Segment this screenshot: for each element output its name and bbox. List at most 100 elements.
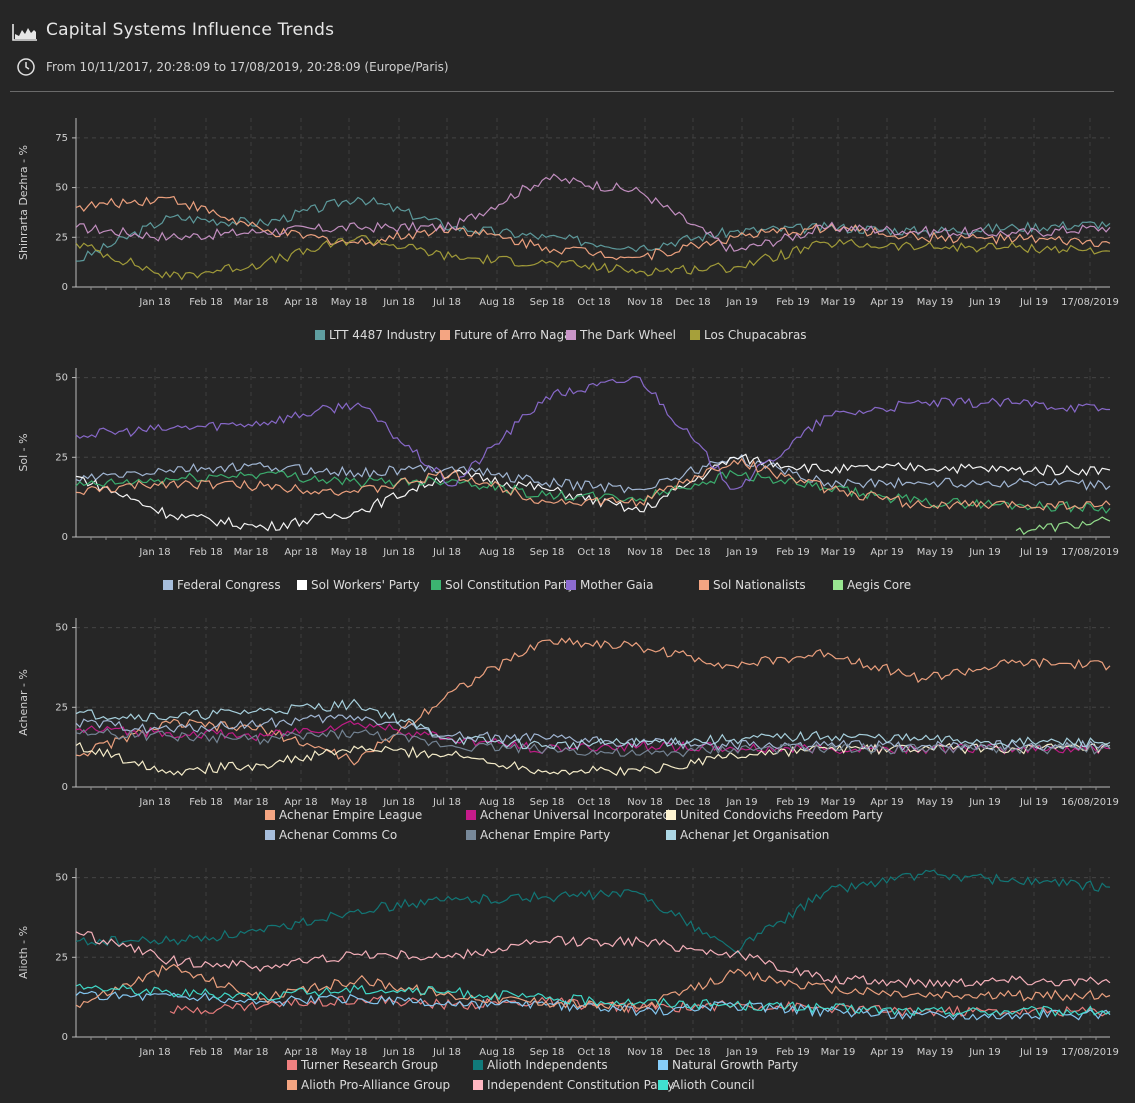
x-tick-label-18: Jul 19 bbox=[1019, 547, 1048, 558]
legend-swatch bbox=[431, 580, 441, 590]
legend-item-4[interactable]: Sol Nationalists bbox=[699, 575, 806, 595]
legend-item-0[interactable]: Turner Research Group bbox=[287, 1055, 438, 1075]
y-tick-label-0: 0 bbox=[62, 1032, 68, 1043]
x-tick-label-1: Feb 18 bbox=[189, 797, 223, 808]
y-tick-label-1: 25 bbox=[55, 702, 68, 713]
legend-item-1[interactable]: Achenar Universal Incorporated bbox=[466, 805, 670, 825]
x-tick-label-5: Jun 18 bbox=[382, 797, 415, 808]
x-tick-label-0: Jan 18 bbox=[138, 797, 170, 808]
clock-icon bbox=[17, 58, 35, 76]
x-tick-label-5: Jun 18 bbox=[382, 547, 415, 558]
legend-item-0[interactable]: LTT 4487 Industry bbox=[315, 325, 436, 345]
legend-swatch bbox=[287, 1080, 297, 1090]
legend-swatch bbox=[699, 580, 709, 590]
legend-sol: Federal Congress Sol Workers' Party Sol Co… bbox=[0, 575, 1135, 597]
x-tick-label-8: Sep 18 bbox=[530, 797, 565, 808]
x-tick-label-15: Apr 19 bbox=[870, 1047, 903, 1058]
x-tick-label-19: 16/08/2019 bbox=[1061, 797, 1119, 808]
x-tick-label-14: Mar 19 bbox=[821, 297, 856, 308]
legend-swatch bbox=[163, 580, 173, 590]
x-tick-label-16: May 19 bbox=[917, 547, 954, 558]
legend-item-5[interactable]: Achenar Jet Organisation bbox=[666, 825, 829, 845]
legend-label: Federal Congress bbox=[177, 578, 281, 592]
x-tick-label-11: Dec 18 bbox=[675, 297, 710, 308]
x-tick-label-2: Mar 18 bbox=[234, 797, 269, 808]
y-tick-label-3: 75 bbox=[55, 133, 68, 144]
legend-label: The Dark Wheel bbox=[580, 328, 676, 342]
legend-item-3[interactable]: Mother Gaia bbox=[566, 575, 653, 595]
x-tick-label-9: Oct 18 bbox=[577, 547, 610, 558]
legend-swatch bbox=[666, 830, 676, 840]
legend-item-1[interactable]: Future of Arro Naga bbox=[440, 325, 571, 345]
x-tick-label-7: Aug 18 bbox=[479, 297, 514, 308]
legend-item-1[interactable]: Sol Workers' Party bbox=[297, 575, 420, 595]
legend-swatch bbox=[473, 1060, 483, 1070]
legend-swatch bbox=[473, 1080, 483, 1090]
legend-item-4[interactable]: Independent Constitution Party bbox=[473, 1075, 674, 1095]
y-tick-label-2: 50 bbox=[55, 873, 68, 884]
legend-label: Sol Constitution Party bbox=[445, 578, 575, 592]
x-tick-label-14: Mar 19 bbox=[821, 1047, 856, 1058]
legend-label: Natural Growth Party bbox=[672, 1058, 799, 1072]
x-tick-label-15: Apr 19 bbox=[870, 547, 903, 558]
x-tick-label-7: Aug 18 bbox=[479, 1047, 514, 1058]
x-tick-label-14: Mar 19 bbox=[821, 547, 856, 558]
x-tick-label-3: Apr 18 bbox=[284, 797, 317, 808]
x-tick-label-16: May 19 bbox=[917, 1047, 954, 1058]
header-divider bbox=[10, 91, 1114, 92]
x-tick-label-8: Sep 18 bbox=[530, 297, 565, 308]
chart-alioth: 0 25 50 Jan 18 Feb 18 Mar 18 Apr 18 May 18 Jun 1… bbox=[17, 868, 1119, 1058]
x-tick-label-4: May 18 bbox=[331, 297, 368, 308]
legend-item-0[interactable]: Federal Congress bbox=[163, 575, 281, 595]
x-tick-label-18: Jul 19 bbox=[1019, 797, 1048, 808]
chart-achenar: 0 25 50 Jan 18 Feb 18 Mar 18 Apr 18 May 18 Jun 1… bbox=[17, 618, 1119, 808]
x-tick-label-12: Jan 19 bbox=[725, 547, 757, 558]
legend-swatch bbox=[566, 330, 576, 340]
series-line-2 bbox=[75, 742, 1111, 777]
x-tick-label-9: Oct 18 bbox=[577, 1047, 610, 1058]
x-tick-label-5: Jun 18 bbox=[382, 297, 415, 308]
legend-item-5[interactable]: Aegis Core bbox=[833, 575, 911, 595]
legend-label: Alioth Pro-Alliance Group bbox=[301, 1078, 451, 1092]
legend-item-3[interactable]: Los Chupacabras bbox=[690, 325, 807, 345]
series-line-5 bbox=[75, 698, 1111, 751]
x-tick-label-1: Feb 18 bbox=[189, 297, 223, 308]
legend-swatch bbox=[265, 830, 275, 840]
legend-item-2[interactable]: The Dark Wheel bbox=[566, 325, 676, 345]
x-tick-label-0: Jan 18 bbox=[138, 547, 170, 558]
x-tick-label-4: May 18 bbox=[331, 1047, 368, 1058]
legend-swatch bbox=[833, 580, 843, 590]
y-tick-label-2: 50 bbox=[55, 623, 68, 634]
series-line-0 bbox=[75, 637, 1111, 766]
x-tick-label-10: Nov 18 bbox=[627, 547, 662, 558]
x-tick-label-10: Nov 18 bbox=[627, 797, 662, 808]
x-tick-label-14: Mar 19 bbox=[821, 797, 856, 808]
legend-item-2[interactable]: United Condovichs Freedom Party bbox=[666, 805, 883, 825]
legend-swatch bbox=[658, 1080, 668, 1090]
legend-label: Los Chupacabras bbox=[704, 328, 807, 342]
legend-item-3[interactable]: Alioth Pro-Alliance Group bbox=[287, 1075, 450, 1095]
legend-label: Achenar Empire Party bbox=[480, 828, 611, 842]
x-tick-label-3: Apr 18 bbox=[284, 297, 317, 308]
legend-item-0[interactable]: Achenar Empire League bbox=[265, 805, 422, 825]
x-tick-label-19: 17/08/2019 bbox=[1061, 547, 1119, 558]
legend-item-4[interactable]: Achenar Empire Party bbox=[466, 825, 610, 845]
series-line-5 bbox=[1015, 516, 1111, 536]
x-tick-label-13: Feb 19 bbox=[776, 1047, 810, 1058]
chart-shinrarta-dezhra: 0 25 50 75 Jan 18 Feb 18 Mar 18 Apr 18 May 18 Jun… bbox=[17, 118, 1119, 308]
legend-item-5[interactable]: Alioth Council bbox=[658, 1075, 755, 1095]
legend-label: Achenar Jet Organisation bbox=[680, 828, 830, 842]
legend-item-1[interactable]: Alioth Independents bbox=[473, 1055, 608, 1075]
x-tick-label-17: Jun 19 bbox=[968, 297, 1001, 308]
x-tick-label-13: Feb 19 bbox=[776, 547, 810, 558]
legend-item-2[interactable]: Sol Constitution Party bbox=[431, 575, 575, 595]
legend-swatch bbox=[690, 330, 700, 340]
page-title: Capital Systems Influence Trends bbox=[46, 20, 335, 40]
legend-label: Mother Gaia bbox=[580, 578, 654, 592]
legend-label: Future of Arro Naga bbox=[454, 328, 572, 342]
legend-item-3[interactable]: Achenar Comms Co bbox=[265, 825, 397, 845]
legend-item-2[interactable]: Natural Growth Party bbox=[658, 1055, 798, 1075]
x-tick-label-10: Nov 18 bbox=[627, 1047, 662, 1058]
x-tick-label-15: Apr 19 bbox=[870, 797, 903, 808]
x-tick-label-3: Apr 18 bbox=[284, 1047, 317, 1058]
